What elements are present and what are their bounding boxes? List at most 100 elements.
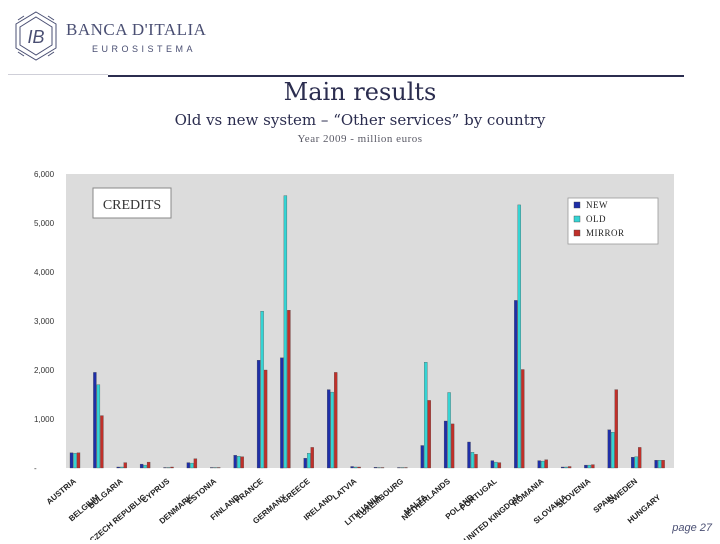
bar-mirror — [240, 456, 244, 469]
bar-old — [143, 464, 147, 469]
bar-old — [307, 453, 311, 469]
bar-mirror — [146, 461, 151, 469]
x-tick-label: LUXEMBOURG — [355, 477, 405, 521]
bar-new — [654, 460, 658, 469]
bar-new — [560, 466, 565, 469]
bar-old — [377, 467, 381, 469]
bar-new — [116, 466, 120, 469]
panel-label: CREDITS — [103, 198, 161, 213]
bar-new — [490, 460, 495, 469]
bar-old — [73, 453, 77, 469]
bar-new — [210, 467, 214, 469]
bar-new — [397, 467, 401, 469]
bar-mirror — [521, 369, 525, 469]
bar-old — [657, 460, 662, 469]
bar-new — [631, 457, 635, 469]
bar-mirror — [591, 464, 595, 469]
bar-mirror — [217, 467, 221, 469]
header-rule-thin — [8, 74, 108, 75]
x-tick-label: IRELAND — [302, 492, 335, 522]
bar-new — [303, 458, 307, 469]
slide-subtitle: Old vs new system – “Other services” by … — [174, 111, 546, 129]
bar-mirror — [263, 369, 268, 469]
y-tick-label: 6,000 — [34, 170, 55, 179]
bar-mirror — [170, 466, 174, 469]
bar-old — [260, 311, 264, 469]
x-tick-label: SWEDEN — [606, 477, 639, 507]
y-tick-label: 2,000 — [34, 366, 55, 375]
bar-new — [163, 467, 167, 469]
bar-mirror — [76, 452, 81, 469]
y-tick-label: 5,000 — [34, 219, 55, 228]
bar-mirror — [661, 460, 665, 469]
y-tick-label: 4,000 — [34, 268, 55, 277]
slide-subsubtitle: Year 2009 - million euros — [297, 133, 423, 145]
legend-box — [567, 197, 659, 245]
legend-swatch-new — [573, 201, 581, 209]
bar-mirror — [567, 466, 572, 469]
brand-subtitle: EUROSISTEMA — [92, 44, 197, 54]
legend-swatch-old — [573, 215, 581, 223]
bar-old — [564, 466, 568, 469]
bar-mirror — [100, 415, 104, 469]
bar-mirror — [427, 400, 431, 469]
x-tick-label: CYPRUS — [140, 476, 172, 505]
page-number: page 27 — [672, 522, 712, 534]
x-tick-label: PORTUGAL — [459, 477, 499, 513]
bar-mirror — [614, 389, 618, 469]
bar-mirror — [310, 447, 314, 469]
bar-old — [541, 460, 545, 469]
bar-mirror — [544, 459, 548, 469]
bar-old — [353, 466, 358, 469]
bar-new — [186, 462, 191, 469]
bar-mirror — [638, 447, 642, 469]
legend-swatch-mirror — [573, 229, 581, 237]
bar-new — [233, 455, 237, 469]
y-tick-label: - — [34, 464, 37, 473]
bar-mirror — [193, 458, 198, 469]
bar-new — [467, 441, 471, 469]
x-tick-label: LATVIA — [331, 476, 359, 501]
bar-old — [634, 456, 638, 469]
panel-label-box — [92, 187, 172, 219]
bar-old — [190, 462, 194, 469]
bar-new — [327, 389, 331, 469]
bar-new — [350, 466, 354, 469]
bar-mirror — [380, 467, 385, 469]
bar-old — [400, 467, 405, 469]
bar-new — [93, 372, 97, 469]
bar-mirror — [404, 467, 408, 469]
bar-new — [537, 460, 541, 469]
bar-mirror — [334, 372, 338, 469]
bar-mirror — [450, 423, 455, 469]
x-tick-label: FRANCE — [234, 476, 266, 505]
bar-new — [584, 464, 588, 469]
bar-new — [139, 463, 144, 469]
bar-old — [213, 467, 217, 469]
x-tick-label: SLOVENIA — [555, 477, 592, 510]
bar-old — [166, 467, 171, 469]
bar-old — [494, 461, 498, 469]
bar-new — [256, 360, 261, 469]
bar-old — [587, 464, 592, 469]
bar-old — [330, 391, 334, 469]
x-tick-label: BULGARIA — [86, 476, 124, 510]
bar-new — [443, 420, 448, 469]
bar-old — [447, 392, 451, 469]
bar-new — [514, 300, 518, 469]
x-tick-label: HUNGARY — [626, 492, 663, 525]
bar-old — [96, 384, 101, 469]
bar-old — [237, 456, 241, 469]
bar-new — [420, 445, 424, 469]
credits-bar-chart: - 1,000 2,000 3,000 4,000 5,000 6,000 CREDITS AU… — [0, 160, 720, 544]
bar-new — [373, 467, 378, 469]
bar-new — [280, 357, 284, 469]
bar-new — [607, 429, 611, 469]
slide-title: Main results — [283, 78, 437, 106]
bar-old — [283, 195, 288, 469]
bar-old — [470, 452, 475, 469]
bar-mirror — [474, 454, 478, 469]
bank-emblem-logo: IB — [12, 10, 60, 62]
bar-mirror — [357, 466, 361, 469]
bar-old — [517, 204, 521, 469]
